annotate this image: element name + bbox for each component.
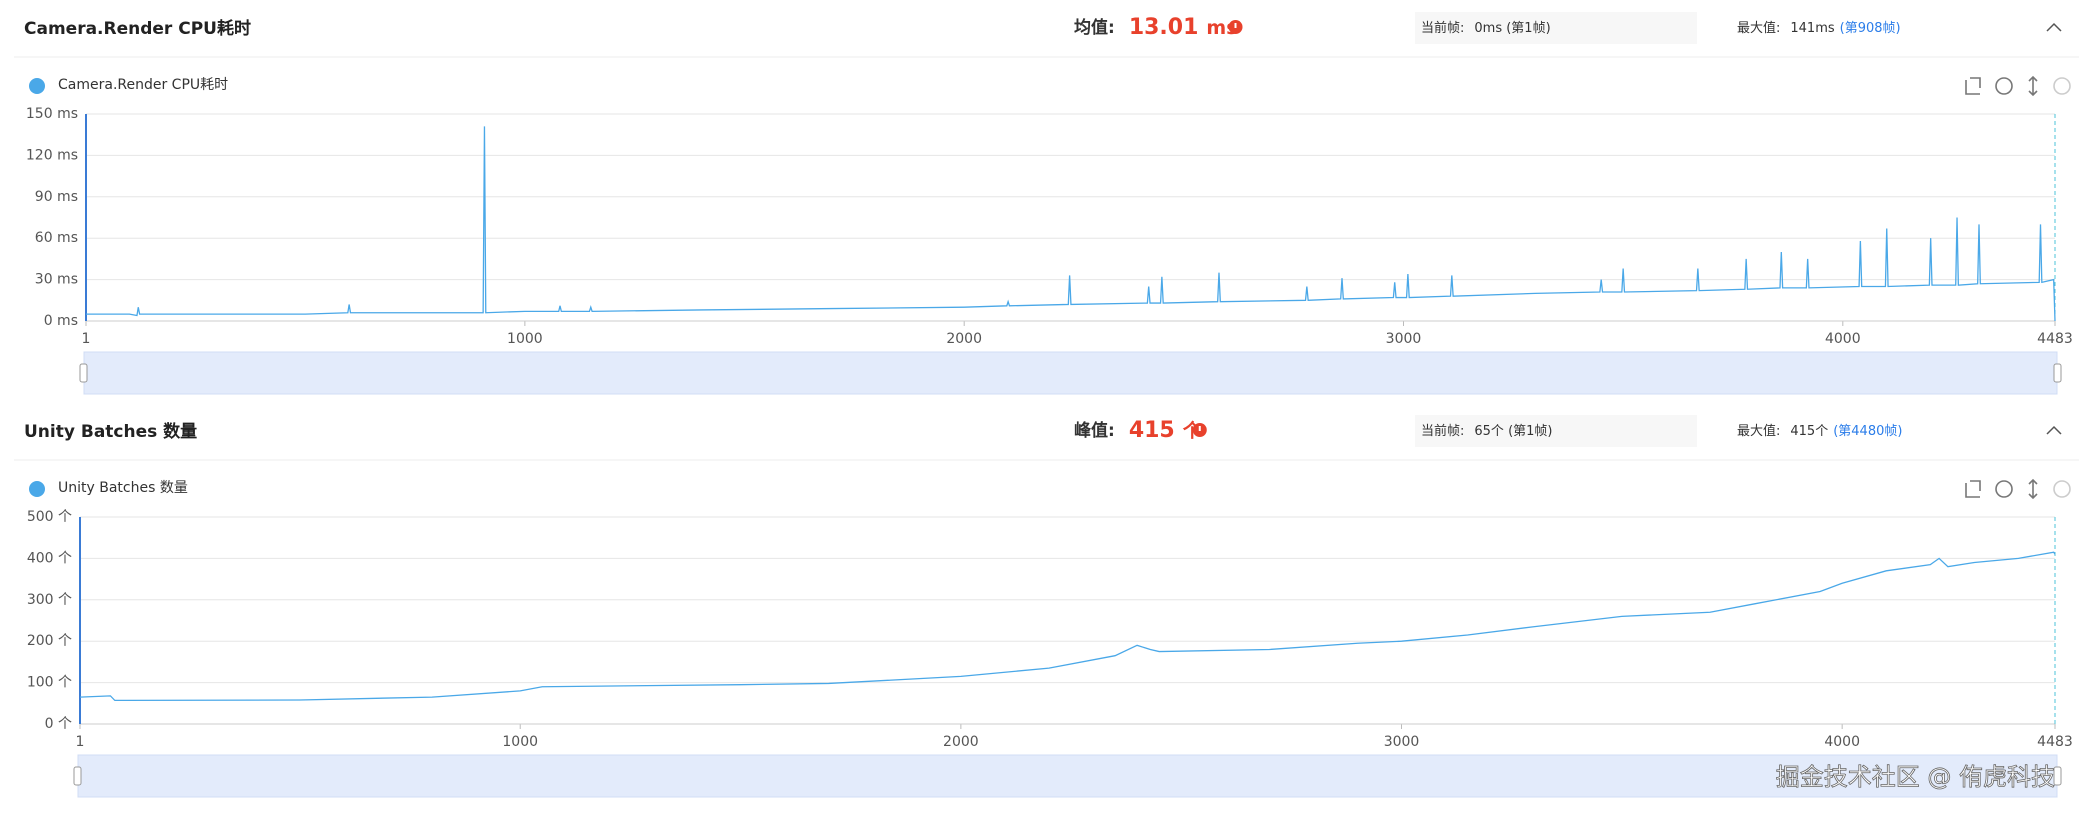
max-frame-link[interactable]: (第908帧) bbox=[1840, 21, 1901, 36]
refresh-icon[interactable] bbox=[1995, 480, 2013, 498]
stat-value: 13.01 bbox=[1129, 15, 1199, 40]
current-frame-box bbox=[1415, 415, 1697, 447]
navigator[interactable] bbox=[83, 351, 2058, 395]
y-tick-label: 400 个 bbox=[27, 550, 72, 566]
navigator-handle-left[interactable] bbox=[73, 766, 82, 786]
restore-icon[interactable] bbox=[2053, 77, 2071, 95]
navigator-handle-right[interactable] bbox=[2053, 766, 2062, 786]
series-line bbox=[79, 551, 2056, 702]
stat-unit: ms bbox=[1206, 17, 1237, 39]
x-tick-label: 4000 bbox=[1824, 734, 1860, 750]
y-tick-label: 200 个 bbox=[27, 633, 72, 649]
legend-label: Camera.Render CPU耗时 bbox=[58, 77, 228, 93]
legend-dot bbox=[29, 481, 45, 497]
x-tick-label: 1000 bbox=[507, 331, 543, 347]
x-tick-label: 1 bbox=[82, 331, 91, 347]
legend-dot bbox=[29, 78, 45, 94]
y-tick-label: 30 ms bbox=[35, 272, 78, 288]
current-value: 0ms (第1帧) bbox=[1474, 21, 1550, 36]
y-tick-label: 120 ms bbox=[26, 147, 78, 163]
panel-title: Camera.Render CPU耗时 bbox=[24, 18, 251, 39]
stat: 峰值: 415 个 bbox=[1074, 418, 1203, 443]
max-frame: 最大值: 415个 (第4480帧) bbox=[1737, 423, 1902, 439]
scale-icon[interactable] bbox=[2028, 75, 2038, 97]
current-frame: 当前帧: 65个 (第1帧) bbox=[1421, 423, 1552, 439]
collapse-toggle[interactable] bbox=[2046, 22, 2062, 32]
y-tick-label: 60 ms bbox=[35, 230, 78, 246]
scale-icon[interactable] bbox=[2028, 478, 2038, 500]
current-value: 65个 (第1帧) bbox=[1474, 424, 1552, 439]
x-tick-label: 2000 bbox=[946, 331, 982, 347]
current-frame-box bbox=[1415, 12, 1697, 44]
y-tick-label: 300 个 bbox=[27, 592, 72, 608]
x-tick-label: 2000 bbox=[943, 734, 979, 750]
stat-label: 均值: bbox=[1074, 17, 1115, 38]
stat: 均值: 13.01 ms bbox=[1074, 15, 1238, 40]
x-tick-label: 4000 bbox=[1825, 331, 1861, 347]
zoom-reset-icon[interactable] bbox=[1965, 77, 1981, 95]
navigator-handle-right[interactable] bbox=[2053, 363, 2062, 383]
x-tick-label: 4483 bbox=[2037, 331, 2073, 347]
y-tick-label: 100 个 bbox=[27, 675, 72, 691]
x-tick-label: 4483 bbox=[2037, 734, 2073, 750]
max-box bbox=[1730, 415, 2030, 447]
navigator-handle-left[interactable] bbox=[79, 363, 88, 383]
max-box bbox=[1730, 12, 2030, 44]
refresh-icon[interactable] bbox=[1995, 77, 2013, 95]
max-label: 最大值: bbox=[1737, 20, 1780, 36]
y-tick-label: 0 个 bbox=[45, 716, 72, 732]
stat-label: 峰值: bbox=[1074, 420, 1115, 441]
max-value: 415个 bbox=[1790, 424, 1828, 439]
y-tick-label: 90 ms bbox=[35, 189, 78, 205]
x-tick-label: 1 bbox=[76, 734, 85, 750]
zoom-reset-icon[interactable] bbox=[1965, 480, 1981, 498]
navigator[interactable] bbox=[77, 754, 2058, 798]
stat-value: 415 bbox=[1129, 418, 1175, 443]
current-frame: 当前帧: 0ms (第1帧) bbox=[1421, 20, 1551, 36]
watermark: 掘金技术社区 @ 侑虎科技 bbox=[1776, 763, 2055, 791]
legend-label: Unity Batches 数量 bbox=[58, 480, 188, 496]
collapse-toggle[interactable] bbox=[2046, 425, 2062, 435]
panel-title: Unity Batches 数量 bbox=[24, 421, 197, 442]
x-tick-label: 3000 bbox=[1386, 331, 1422, 347]
max-frame: 最大值: 141ms (第908帧) bbox=[1737, 20, 1901, 36]
max-label: 最大值: bbox=[1737, 423, 1780, 439]
y-tick-label: 0 ms bbox=[44, 313, 78, 329]
y-tick-label: 150 ms bbox=[26, 106, 78, 122]
max-frame-link[interactable]: (第4480帧) bbox=[1833, 424, 1902, 439]
x-tick-label: 3000 bbox=[1384, 734, 1420, 750]
x-tick-label: 1000 bbox=[502, 734, 538, 750]
y-tick-label: 500 个 bbox=[27, 509, 72, 525]
series-line bbox=[86, 126, 2056, 322]
current-label: 当前帧: bbox=[1421, 20, 1464, 36]
current-label: 当前帧: bbox=[1421, 423, 1464, 439]
restore-icon[interactable] bbox=[2053, 480, 2071, 498]
max-value: 141ms bbox=[1790, 21, 1834, 36]
